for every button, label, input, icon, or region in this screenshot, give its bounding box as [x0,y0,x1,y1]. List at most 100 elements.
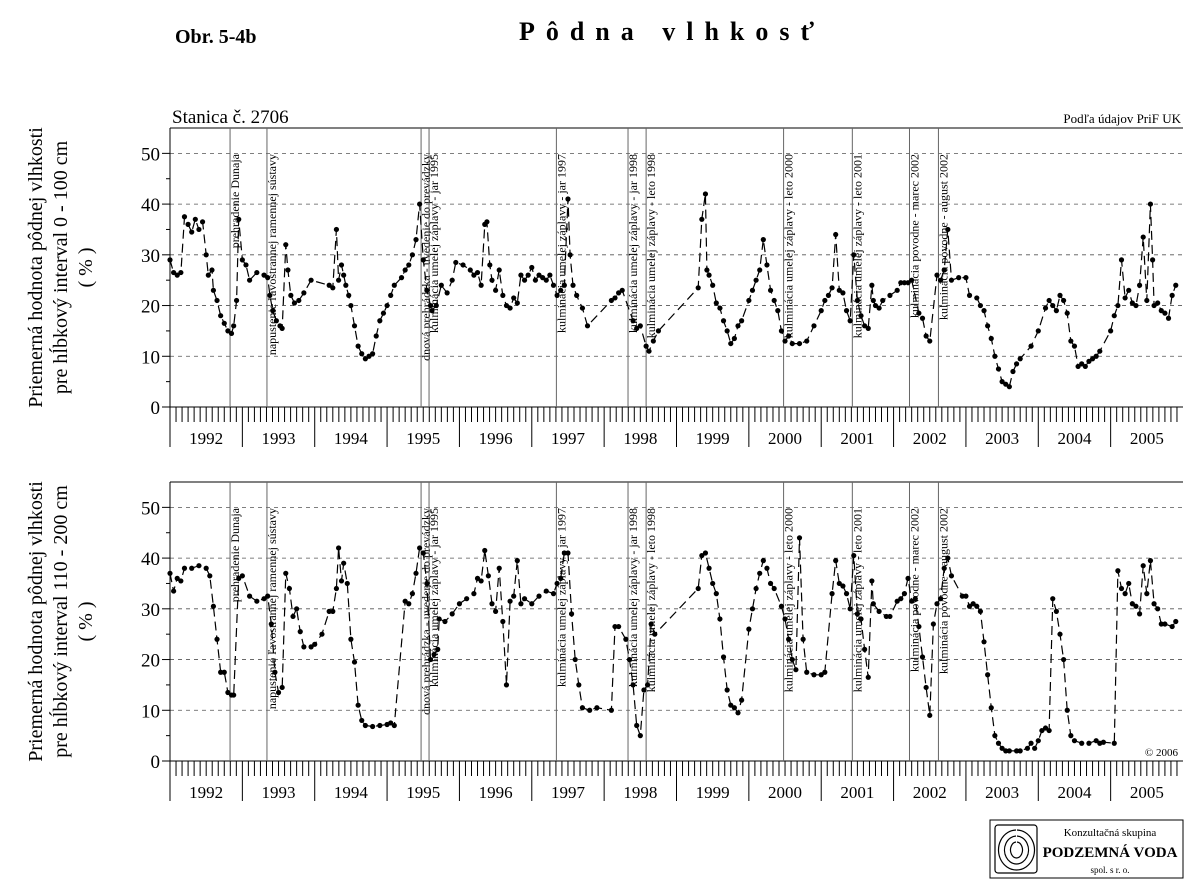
y-tick-label: 0 [151,398,161,419]
data-point [174,272,180,278]
data-point [285,267,291,273]
data-point [532,277,539,283]
data-point [1013,361,1020,367]
data-point [695,585,701,592]
data-point [985,672,991,678]
data-point [1147,201,1154,207]
data-point [1061,297,1067,304]
data-point [210,287,217,293]
data-point [1028,740,1034,746]
data-point [862,323,868,329]
data-point [351,659,358,665]
data-point [1068,338,1074,344]
data-point [1108,328,1114,334]
data-point [1155,300,1161,306]
data-point [717,305,723,311]
data-point [268,621,274,627]
data-point [239,257,245,263]
data-point [995,740,1002,746]
y-axis-label: pre hĺbkový interval 110 - 200 cm [48,485,72,758]
data-point [616,623,622,630]
data-point [344,580,350,587]
data-point [793,667,799,673]
data-point [427,656,434,663]
event-label: napustenie ľavostrannej ramennej sústavy [265,154,279,355]
data-point [500,292,506,298]
data-point [209,267,215,273]
data-point [1100,739,1107,745]
data-point [1017,356,1023,362]
data-point [205,272,211,278]
data-point [359,351,365,357]
data-point [945,226,951,233]
event-label: dnová prehrádzka - uvedenie do prevádzky [419,508,433,715]
event-label: kulminácia umelej záplavy - jar 1995 [427,154,441,333]
data-point [429,308,435,314]
data-point [288,292,294,298]
data-point [786,636,792,642]
data-point [771,297,777,304]
data-point [1129,300,1135,306]
data-point [1057,631,1063,637]
data-point [536,593,542,599]
data-point [869,578,875,584]
event-label: prehradenie Dunaja [228,507,242,602]
data-point [558,575,564,581]
data-point [225,328,231,334]
data-point [178,578,184,584]
data-point [547,272,553,278]
data-point [231,692,237,698]
data-point [988,335,994,342]
data-point [359,717,365,724]
x-tick-label: 1997 [551,429,586,448]
data-point [467,267,473,273]
data-point [966,603,973,609]
data-point [203,252,209,258]
logo: Konzultačná skupina PODZEMNÁ VODA spol. … [989,819,1184,879]
data-point [735,710,741,716]
x-tick-label: 2005 [1130,783,1164,802]
data-point [171,269,177,276]
data-point [1155,606,1161,612]
x-tick-label: 1994 [334,429,369,448]
data-point [800,636,806,642]
data-point [644,682,651,688]
data-point [919,654,926,660]
data-point [898,596,904,602]
data-point [511,295,517,301]
data-point [362,722,368,729]
data-point [413,237,419,243]
data-point [203,565,209,571]
data-point [778,328,785,334]
y-tick-label: 50 [141,144,160,165]
data-point [420,257,426,263]
event-label: kulminácia umelej záplavy - leto 1998 [644,154,658,338]
data-point [565,196,571,202]
data-point [167,570,173,576]
data-point [1028,343,1034,349]
data-point [1093,738,1099,744]
data-point [444,290,450,296]
data-point [735,323,741,329]
x-tick-label: 1999 [696,783,730,802]
event-label: napustenie ľavostrannej ramennej sústavy [265,508,279,709]
data-point [992,353,998,359]
data-point [366,353,372,359]
data-point [749,606,756,612]
data-point [995,366,1002,372]
data-point [720,654,727,660]
data-point [829,285,835,291]
y-tick-label: 10 [141,701,160,722]
data-point [409,591,415,597]
data-point [775,308,781,314]
event-label: kulminácia umelej záplavy - leto 1998 [644,508,658,692]
data-point [847,318,853,324]
data-point [706,272,712,278]
data-point [525,272,531,278]
data-point [279,684,285,691]
data-point [239,573,245,579]
data-point [424,287,430,293]
data-point [221,669,227,675]
data-point [1003,748,1009,754]
data-point [865,325,871,331]
